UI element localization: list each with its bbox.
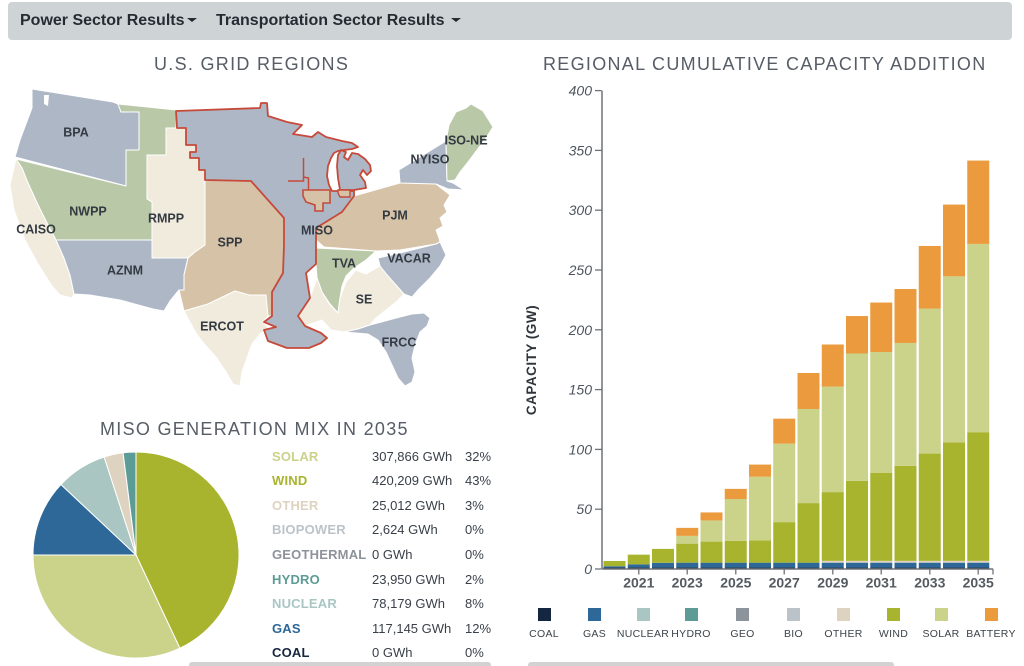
svg-text:AZNM: AZNM [107,263,143,277]
svg-text:0: 0 [584,561,592,577]
svg-text:SE: SE [356,292,373,306]
svg-text:2033: 2033 [914,575,945,591]
svg-text:2023: 2023 [672,575,703,591]
svg-text:MISO: MISO [301,223,333,237]
svg-text:ERCOT: ERCOT [200,319,244,333]
svg-text:2029: 2029 [817,575,848,591]
svg-text:2035: 2035 [963,575,994,591]
svg-text:NYISO: NYISO [411,152,450,166]
svg-text:TVA: TVA [332,256,356,270]
svg-text:NWPP: NWPP [69,204,107,218]
svg-text:BPA: BPA [63,125,88,139]
svg-text:200: 200 [568,322,593,338]
svg-text:CAPACITY (GW): CAPACITY (GW) [524,305,539,415]
svg-text:VACAR: VACAR [387,251,431,265]
svg-text:100: 100 [569,441,593,457]
svg-text:2025: 2025 [720,575,751,591]
svg-text:FRCC: FRCC [382,335,417,349]
svg-text:350: 350 [569,142,593,158]
svg-text:CAISO: CAISO [16,222,56,236]
svg-text:2021: 2021 [623,575,654,591]
svg-text:300: 300 [569,202,593,218]
svg-text:2031: 2031 [866,575,897,591]
svg-text:SPP: SPP [217,235,242,249]
svg-text:2027: 2027 [769,575,800,591]
svg-text:150: 150 [569,382,593,398]
svg-text:RMPP: RMPP [148,211,184,225]
svg-text:ISO-NE: ISO-NE [444,133,487,147]
svg-text:400: 400 [569,83,593,99]
svg-text:50: 50 [576,501,592,517]
svg-text:250: 250 [568,262,593,278]
svg-text:PJM: PJM [382,208,408,222]
